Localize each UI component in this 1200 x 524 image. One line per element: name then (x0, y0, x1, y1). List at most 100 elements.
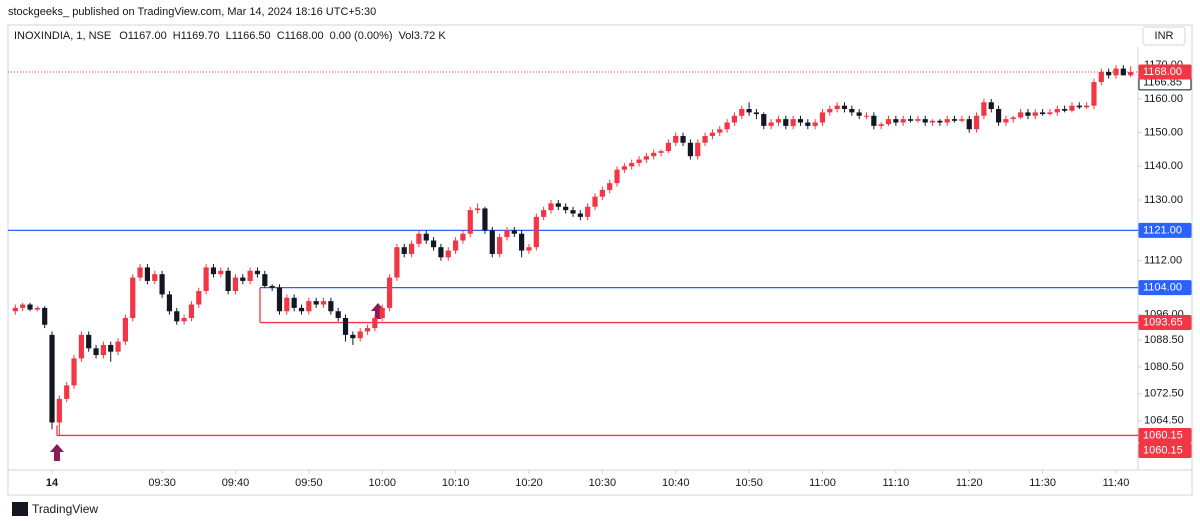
legend-value: 0.00 (0.00%) (330, 30, 393, 42)
candle-body (966, 119, 972, 130)
candle-body (526, 247, 532, 251)
candle-body (1120, 68, 1126, 76)
candle-body (210, 267, 217, 275)
candle-body (856, 112, 862, 116)
prev-tag-label: 1166.85 (1143, 77, 1182, 89)
candle-body (181, 317, 187, 322)
candle-body (907, 119, 914, 121)
candle-body (944, 119, 950, 123)
candle-body (739, 109, 745, 116)
arrow-marker (371, 303, 385, 319)
candle-body (871, 115, 877, 126)
candle-body (467, 210, 473, 234)
candle-body (519, 233, 525, 251)
candle-body (1003, 119, 1009, 123)
candle-body (262, 274, 268, 286)
candle-body (570, 210, 576, 214)
candle-body (658, 151, 664, 153)
legend: O1167.00 H1169.70 L1166.50 C1168.00 0.00 (0.… (119, 30, 446, 42)
candle-body (86, 334, 92, 349)
x-tick-label: 14 (46, 477, 59, 489)
last-price-tag (1138, 64, 1192, 80)
candle-body (1091, 82, 1097, 106)
currency[interactable]: INR (1155, 30, 1174, 42)
candle-body (702, 135, 708, 143)
candle-body (768, 122, 774, 126)
candle-body (680, 135, 686, 143)
currency-button[interactable] (1142, 26, 1186, 46)
candle-body (298, 307, 305, 312)
candle-body (651, 152, 657, 157)
candle-body (225, 270, 231, 292)
candle-body (885, 119, 892, 125)
candle-body (12, 307, 18, 312)
candle-body (937, 120, 943, 123)
candle-body (900, 119, 906, 123)
candle-body (504, 230, 510, 238)
candle-body (482, 208, 488, 231)
candle-body (247, 270, 253, 281)
candle-body (915, 119, 921, 121)
candle-body (313, 301, 319, 305)
candle-body (108, 344, 114, 352)
low-tag-label: 1060.15 (1143, 444, 1183, 456)
candle-body (863, 115, 870, 117)
candle-body (64, 385, 70, 399)
candle-body (438, 247, 444, 258)
candle-body (922, 119, 928, 123)
x-tick-label: 09:40 (222, 477, 250, 489)
candle-body (394, 247, 400, 278)
candle-body (386, 277, 393, 308)
y-tick-label: 1150.00 (1144, 127, 1183, 139)
candle-body (56, 398, 62, 423)
candle-body (423, 233, 429, 241)
candle-body (379, 307, 385, 318)
candle-body (1047, 112, 1053, 115)
x-tick-label: 10:20 (515, 477, 543, 489)
candle-body (592, 196, 598, 207)
level-tag-label: 1093.65 (1143, 316, 1183, 328)
candle-body (144, 267, 151, 281)
candle-body (430, 240, 437, 248)
candle-body (878, 124, 884, 126)
candle-body (196, 291, 202, 305)
candle-body (306, 301, 312, 312)
candle-body (254, 270, 261, 275)
candle-body (790, 119, 796, 126)
x-tick-label: 10:10 (442, 477, 470, 489)
candle-body (812, 122, 818, 126)
candle-body (724, 122, 730, 130)
candle-body (137, 267, 143, 278)
x-tick-label: 10:40 (662, 477, 690, 489)
candle-body (78, 334, 84, 359)
candle-body (328, 301, 334, 312)
candle-body (320, 301, 327, 305)
low-tag (1138, 442, 1192, 458)
candle-body (1025, 112, 1031, 116)
candle-body (665, 142, 671, 152)
legend-value: O1167.00 (119, 30, 167, 42)
candle-body (269, 285, 275, 288)
candle-body (174, 311, 180, 322)
candle-body (218, 270, 224, 275)
candle-body (607, 183, 613, 190)
candle-body (614, 169, 620, 184)
candle-body (20, 304, 26, 308)
logo (12, 502, 28, 516)
candle-body (445, 250, 451, 258)
candle-body (188, 304, 195, 318)
candle-body (364, 328, 371, 332)
x-tick-label: 10:50 (735, 477, 763, 489)
candle-body (372, 317, 378, 329)
x-tick-label: 10:30 (589, 477, 617, 489)
candle-body (159, 274, 165, 295)
legend-value: Vol3.72 K (399, 30, 447, 42)
candle-body (827, 109, 833, 113)
candle-body (959, 119, 965, 121)
candle-body (709, 132, 716, 136)
candle-body (753, 112, 760, 115)
candle-body (629, 162, 635, 167)
candle-body (1128, 71, 1134, 76)
candle-body (636, 159, 642, 163)
candle-body (452, 240, 459, 251)
